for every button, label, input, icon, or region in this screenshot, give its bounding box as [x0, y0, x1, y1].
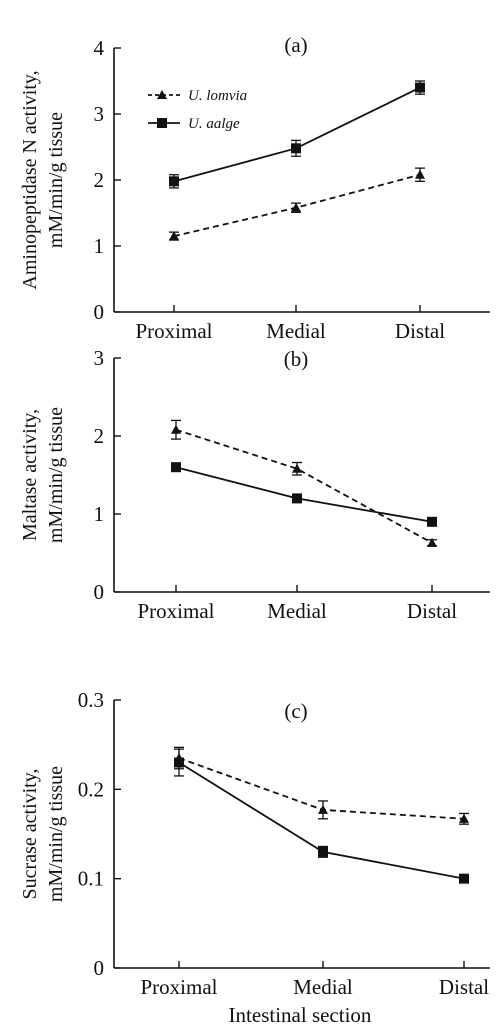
- legend-label: U. lomvia: [188, 88, 247, 104]
- panel-label: (b): [284, 347, 309, 371]
- data-point-square: [459, 873, 469, 884]
- data-point-square: [415, 82, 425, 93]
- x-tick-label: Proximal: [138, 599, 215, 623]
- y-axis-label: Maltase activity, mM/min/g tissue: [19, 407, 67, 543]
- data-point-triangle: [292, 463, 302, 473]
- panel-label: (a): [284, 33, 307, 57]
- x-tick-label: Medial: [293, 975, 353, 999]
- y-tick-label: 1: [94, 234, 105, 258]
- chart-panel-2: 0 1 2 3 Proximal Medial Distal (b) Maltase activ…: [19, 346, 490, 623]
- y-tick-label: 4: [94, 36, 105, 60]
- y-tick-label: 3: [94, 346, 105, 370]
- y-tick-label: 0.3: [78, 688, 104, 712]
- y-axis-label-line: Aminopeptidase N activity,: [19, 70, 41, 289]
- data-point-square: [427, 516, 437, 527]
- y-tick-label: 3: [94, 102, 105, 126]
- legend-label: U. aalge: [188, 116, 240, 132]
- x-tick-label: Distal: [439, 975, 489, 999]
- y-axis-label: Sucrase activity, mM/min/g tissue: [19, 766, 67, 902]
- x-tick-label: Medial: [267, 599, 327, 623]
- data-point-square: [318, 846, 328, 857]
- x-tick-label: Proximal: [141, 975, 218, 999]
- y-axis-label-line: mM/min/g tissue: [45, 112, 67, 248]
- data-point-triangle: [291, 202, 301, 212]
- y-tick-label: 0.1: [78, 867, 104, 891]
- data-point-triangle: [171, 424, 181, 434]
- data-point-triangle: [459, 813, 469, 823]
- data-point-triangle: [169, 231, 179, 241]
- y-axis-label-line: mM/min/g tissue: [45, 766, 67, 902]
- legend-marker-triangle: [157, 90, 167, 99]
- panel-label: (c): [284, 699, 307, 723]
- y-tick-label: 0: [94, 580, 105, 604]
- data-point-square: [171, 462, 181, 473]
- x-tick-label: Distal: [395, 319, 445, 343]
- series-line-solid: [175, 466, 433, 523]
- x-tick-label: Proximal: [136, 319, 213, 343]
- data-point-square: [174, 757, 184, 768]
- data-point-triangle: [318, 804, 328, 814]
- y-tick-label: 2: [94, 424, 105, 448]
- y-tick-label: 1: [94, 502, 105, 526]
- chart-panel-3: 0 0.1 0.2 0.3 Proximal Medial Distal (c) Sucrase…: [19, 688, 490, 1027]
- y-tick-label: 2: [94, 168, 105, 192]
- data-point-square: [169, 176, 179, 187]
- y-axis-label-line: Sucrase activity,: [19, 769, 41, 900]
- series-line-dashed: [175, 428, 433, 544]
- y-tick-label: 0: [94, 300, 105, 324]
- y-tick-label: 0.2: [78, 777, 104, 801]
- y-axis-label: Aminopeptidase N activity, mM/min/g tissu…: [19, 70, 67, 289]
- chart-panel-1: 0 1 2 3 4 Proximal Medial Distal (a) Aminopeptida…: [19, 33, 490, 343]
- data-point-triangle: [427, 537, 437, 547]
- data-point-square: [292, 493, 302, 504]
- x-axis-label: Intestinal section: [229, 1003, 372, 1027]
- legend-marker-square: [157, 118, 167, 128]
- y-axis-label-line: mM/min/g tissue: [45, 407, 67, 543]
- data-point-triangle: [415, 169, 425, 179]
- legend: U. lomvia U. aalge: [148, 88, 247, 132]
- y-axis-label-line: Maltase activity,: [19, 409, 41, 541]
- series-line-solid: [178, 761, 465, 880]
- x-tick-label: Distal: [407, 599, 457, 623]
- x-tick-label: Medial: [266, 319, 326, 343]
- y-tick-label: 0: [94, 956, 105, 980]
- data-point-square: [291, 143, 301, 154]
